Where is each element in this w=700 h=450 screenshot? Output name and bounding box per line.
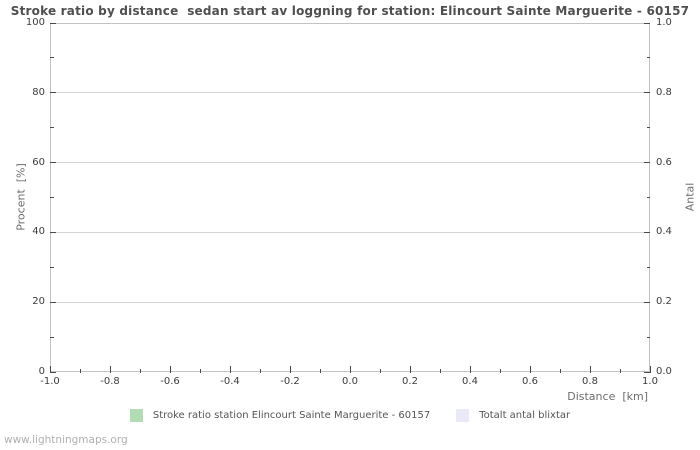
x-tick-label: -0.4 (220, 376, 240, 387)
y-tick-label-left: 0 (38, 366, 45, 377)
x-tick-label: 0.6 (522, 376, 538, 387)
x-minor-tick (79, 369, 81, 373)
plot-area (50, 23, 650, 372)
x-minor-tick (439, 369, 441, 373)
y-major-tick-right (644, 92, 650, 94)
y-minor-tick-right (646, 197, 650, 198)
x-major-tick (49, 366, 51, 373)
x-tick-label: 1.0 (642, 376, 658, 387)
y-major-tick-right (644, 371, 650, 373)
y-tick-label-left: 100 (25, 17, 45, 28)
x-minor-tick (619, 369, 621, 373)
y-tick-label-left: 20 (32, 296, 45, 308)
y-tick-label-left: 80 (32, 86, 45, 98)
y-minor-tick-left (50, 127, 54, 129)
y-major-tick-left (50, 301, 56, 303)
gridline-y (50, 162, 650, 164)
y-major-tick-right (644, 301, 650, 303)
x-tick-label: 0.2 (402, 376, 418, 387)
x-minor-tick (139, 369, 141, 373)
x-tick-label: -0.8 (100, 376, 120, 387)
x-minor-tick (259, 369, 261, 373)
legend-label: Stroke ratio station Elincourt Sainte Ma… (152, 410, 431, 421)
y-minor-tick-left (50, 197, 54, 198)
x-tick-label: 0.4 (462, 376, 478, 387)
legend-swatch (456, 409, 470, 422)
x-major-tick (529, 366, 531, 373)
x-major-tick (169, 366, 171, 373)
x-major-tick (649, 366, 651, 373)
y-minor-tick-right (646, 266, 650, 268)
y-minor-tick-left (50, 336, 54, 338)
y-axis-left-title: Procent [%] (14, 163, 28, 231)
y-tick-label-right: 1.0 (656, 17, 672, 28)
chart-title: Stroke ratio by distance sedan start av … (10, 4, 690, 18)
x-minor-tick (559, 369, 561, 373)
y-tick-label-left: 60 (32, 156, 45, 168)
x-major-tick (469, 366, 471, 373)
x-major-tick (589, 366, 591, 373)
x-minor-tick (379, 369, 381, 373)
x-major-tick (109, 366, 111, 373)
y-major-tick-right (644, 162, 650, 164)
y-minor-tick-right (646, 57, 650, 59)
y-major-tick-left (50, 92, 56, 94)
y-major-tick-left (50, 231, 56, 233)
y-tick-label-left: 40 (32, 226, 45, 238)
y-tick-label-right: 0.4 (656, 226, 672, 238)
x-tick-label: 0.8 (582, 376, 598, 387)
y-tick-label-right: 0.2 (656, 296, 672, 308)
y-tick-label-right: 0.6 (656, 156, 672, 168)
y-axis-right-title: Antal (683, 182, 697, 212)
y-tick-label-right: 0.0 (656, 366, 672, 377)
x-minor-tick (199, 369, 201, 373)
legend-item: Totalt antal blixtar (456, 409, 570, 422)
y-minor-tick-right (646, 336, 650, 338)
x-minor-tick (319, 369, 321, 373)
y-major-tick-left (50, 162, 56, 164)
x-tick-label: 0.0 (342, 376, 358, 387)
y-major-tick-right (644, 231, 650, 233)
y-minor-tick-left (50, 57, 54, 59)
gridline-y (50, 92, 650, 94)
legend-swatch (129, 409, 143, 422)
gridline-y (50, 301, 650, 303)
y-major-tick-left (50, 22, 56, 24)
x-minor-tick (499, 369, 501, 373)
legend-item: Stroke ratio station Elincourt Sainte Ma… (129, 409, 431, 422)
x-tick-label: -0.6 (160, 376, 180, 387)
x-major-tick (229, 366, 231, 373)
x-tick-label: -1.0 (40, 376, 60, 387)
gridline-y (50, 231, 650, 233)
legend-label: Totalt antal blixtar (479, 410, 571, 421)
y-major-tick-left (50, 371, 56, 373)
legend: Stroke ratio station Elincourt Sainte Ma… (0, 409, 700, 422)
y-tick-label-right: 0.8 (656, 86, 672, 98)
watermark: www.lightningmaps.org (4, 434, 128, 446)
y-minor-tick-right (646, 127, 650, 129)
y-minor-tick-left (50, 266, 54, 268)
x-major-tick (349, 366, 351, 373)
x-major-tick (409, 366, 411, 373)
x-tick-label: -0.2 (280, 376, 300, 387)
y-major-tick-right (644, 22, 650, 24)
x-axis-title: Distance [km] (567, 390, 648, 403)
x-major-tick (289, 366, 291, 373)
